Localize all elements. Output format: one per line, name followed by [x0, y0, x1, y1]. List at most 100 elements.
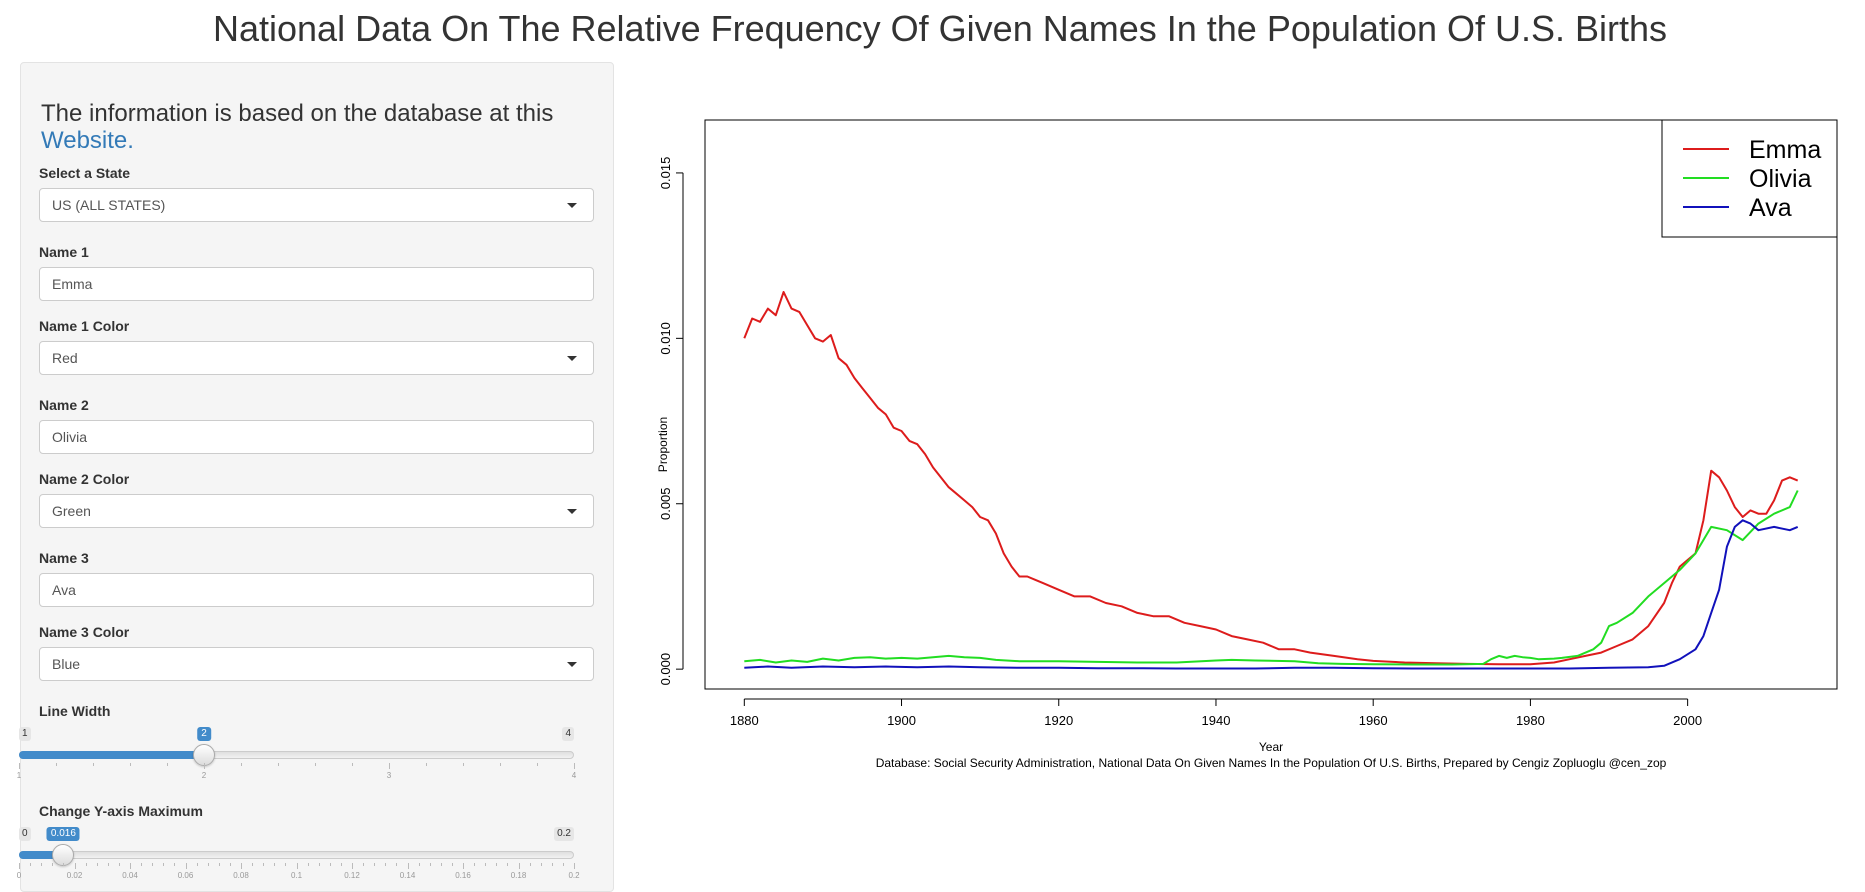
slider-minor-tick	[318, 863, 320, 866]
series-line-ava	[744, 519, 1799, 670]
slider-tick-label: 0.18	[510, 871, 527, 880]
slider-tick-label: 0.04	[122, 871, 138, 880]
plot-frame	[704, 119, 1838, 690]
slider-minor-tick	[540, 863, 542, 866]
slider-minor-tick	[63, 863, 65, 866]
slider-tick	[241, 863, 242, 869]
slider-tick	[130, 863, 131, 869]
name3-color-value: Blue	[52, 656, 81, 672]
x-tick-label: 1940	[1202, 713, 1231, 728]
slider-minor-tick	[278, 763, 279, 766]
slider-minor-tick	[500, 763, 501, 766]
slider-tick-label: 0.08	[233, 871, 249, 880]
state-select-value: US (ALL STATES)	[52, 197, 166, 213]
name3-input-value: Ava	[52, 582, 76, 598]
name2-color-select[interactable]: Green	[39, 494, 594, 528]
slider-minor-tick	[229, 863, 231, 866]
name1-color-select[interactable]: Red	[39, 341, 594, 375]
legend-label: Ava	[1749, 194, 1792, 222]
line-chart: 1880 1900 1920 1940 1960 1980 2000 Year Database…	[656, 119, 1838, 770]
slider-value-label: 2	[197, 727, 211, 741]
slider-value-label: 0.016	[46, 827, 80, 841]
slider-tick-label: 0.16	[455, 871, 471, 880]
slider-minor-tick	[196, 863, 198, 866]
chevron-down-icon	[567, 203, 577, 208]
x-tick-label: 1880	[730, 713, 759, 728]
x-tick-label: 1960	[1359, 713, 1388, 728]
slider-minor-tick	[463, 763, 464, 766]
slider-minor-tick	[207, 863, 209, 866]
name1-form-group: Name 1 Emma	[39, 244, 594, 301]
slider-tick-label: 4	[571, 771, 577, 780]
slider-max-label: 4	[562, 727, 574, 741]
slider-track[interactable]	[19, 851, 574, 859]
slider-minor-tick	[507, 863, 509, 866]
slider-max-label: 0.2	[554, 827, 574, 841]
slider-tick	[204, 763, 205, 769]
series-line-emma	[743, 291, 1799, 666]
slider-minor-tick	[396, 863, 398, 866]
name1-input[interactable]: Emma	[39, 267, 594, 301]
name3-input[interactable]: Ava	[39, 573, 594, 607]
slider-tick	[407, 863, 409, 869]
x-tick-label: 1920	[1044, 713, 1073, 728]
name2-input[interactable]: Olivia	[39, 420, 594, 454]
slider-tick	[389, 763, 390, 769]
slider-minor-tick	[285, 863, 287, 866]
slider-minor-tick	[474, 863, 476, 866]
slider-minor-tick	[529, 863, 531, 866]
slider-minor-tick	[56, 763, 57, 766]
name3-color-form-group: Name 3 Color Blue	[39, 624, 594, 681]
slider-minor-tick	[241, 763, 242, 766]
slider-tick	[518, 863, 520, 869]
slider-fill	[19, 751, 204, 759]
slider-minor-tick	[496, 863, 498, 866]
slider-tick	[19, 863, 20, 869]
slider-minor-tick	[93, 763, 94, 766]
slider-tick-label: 2	[201, 771, 207, 780]
chart-caption: Database: Social Security Administration…	[876, 756, 1667, 770]
slider-tick-label: 0.2	[568, 871, 580, 880]
slider-tick	[185, 863, 187, 869]
slider-minor-tick	[315, 763, 316, 766]
website-link[interactable]: Website.	[41, 127, 134, 154]
x-axis-label: Year	[1259, 740, 1283, 754]
name1-label: Name 1	[39, 244, 89, 260]
name3-form-group: Name 3 Ava	[39, 550, 594, 607]
legend-label: Emma	[1749, 136, 1821, 164]
slider-minor-tick	[274, 863, 276, 866]
chevron-down-icon	[567, 356, 577, 361]
state-select[interactable]: US (ALL STATES)	[39, 188, 594, 222]
slider-tick-label: 0.02	[66, 871, 83, 880]
slider-minor-tick	[52, 863, 54, 866]
legend-label: Olivia	[1749, 165, 1812, 193]
y-tick-label: 0.000	[658, 653, 673, 686]
slider-tick	[296, 863, 298, 869]
slider-minor-tick	[352, 763, 353, 766]
slider-minor-tick	[451, 863, 453, 866]
slider-minor-tick	[163, 863, 165, 866]
slider-minor-tick	[252, 863, 254, 866]
y-tick-label: 0.010	[658, 322, 673, 355]
slider-minor-tick	[329, 863, 331, 866]
intro-text-body: The information is based on the database…	[41, 100, 554, 127]
slider-minor-tick	[429, 863, 431, 866]
name1-color-form-group: Name 1 Color Red	[39, 318, 594, 375]
x-tick-label: 1900	[887, 713, 916, 728]
slider-tick	[463, 863, 464, 869]
page-title: National Data On The Relative Frequency …	[212, 8, 1668, 49]
name3-color-label: Name 3 Color	[39, 624, 130, 640]
slider-minor-tick	[118, 863, 120, 866]
name2-form-group: Name 2 Olivia	[39, 397, 594, 454]
state-form-group: Select a State US (ALL STATES)	[39, 165, 594, 222]
chevron-down-icon	[567, 662, 577, 667]
slider-minor-tick	[562, 863, 564, 866]
y-tick-label: 0.015	[658, 157, 673, 190]
slider-minor-tick	[167, 763, 168, 766]
intro-text: The information is based on the database…	[41, 100, 593, 154]
name2-label: Name 2	[39, 397, 89, 413]
name3-color-select[interactable]: Blue	[39, 647, 594, 681]
name1-color-label: Name 1 Color	[39, 318, 130, 334]
name2-color-value: Green	[52, 503, 91, 519]
slider-tick	[574, 763, 575, 769]
